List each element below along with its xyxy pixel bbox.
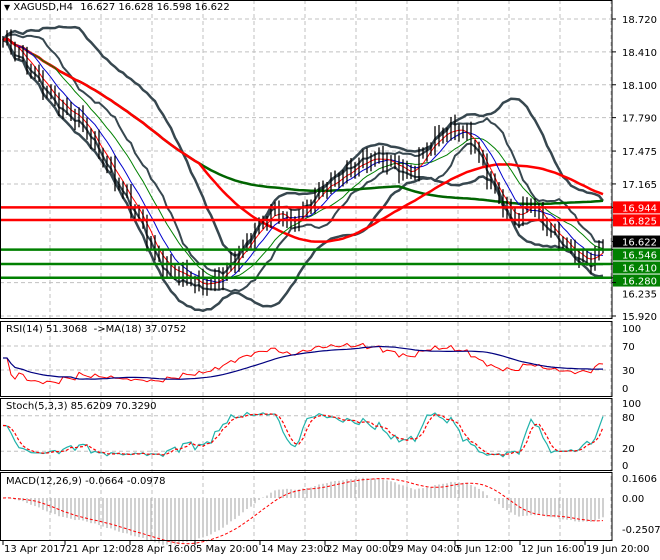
bollinger-upper bbox=[2, 25, 604, 257]
panel-border-main bbox=[0, 0, 613, 319]
bollinger-lower bbox=[2, 39, 604, 313]
level-label: 16.546 bbox=[622, 251, 657, 262]
macd-label: MACD(12,26,9) -0.0664 -0.0978 bbox=[6, 476, 166, 487]
time-axis-label: 5 Jun 12:00 bbox=[456, 544, 513, 555]
time-axis-label: 5 May 20:00 bbox=[196, 544, 258, 555]
price-axis-label: 18.410 bbox=[622, 48, 657, 59]
ma-slow-green bbox=[2, 37, 604, 206]
current-price-tag bbox=[613, 235, 660, 248]
ma-slow-red bbox=[2, 37, 604, 243]
macd-axis-label: -0.2507 bbox=[622, 525, 660, 536]
level-label: 16.410 bbox=[622, 264, 657, 275]
level-tag bbox=[613, 274, 660, 287]
time-axis-label: 12 Jun 16:00 bbox=[521, 544, 585, 555]
symbol-label: XAGUSD,H4 bbox=[13, 2, 74, 13]
macd-signal-line bbox=[2, 478, 604, 545]
time-axis-label: 22 May 00:00 bbox=[326, 544, 395, 555]
price-axis-label: 17.165 bbox=[622, 180, 657, 191]
rsi-axis-label: 100 bbox=[622, 324, 641, 335]
rsi-label: RSI(14) 51.3068 ->MA(18) 37.0752 bbox=[6, 324, 187, 335]
level-tag bbox=[613, 248, 660, 261]
price-axis-label: 16.235 bbox=[622, 290, 657, 301]
stoch-axis-label: 80 bbox=[622, 413, 635, 424]
stoch-signal-line bbox=[2, 413, 604, 456]
price-axis-label: 17.475 bbox=[622, 147, 657, 158]
dropdown-triangle-icon[interactable]: ▼ bbox=[4, 3, 11, 12]
panel-border-macd bbox=[0, 472, 613, 541]
price-axis-label: 17.790 bbox=[622, 114, 657, 125]
macd-axis-label: 0.00 bbox=[622, 494, 644, 505]
rsi-line bbox=[3, 342, 604, 385]
panel-border-rsi bbox=[0, 321, 613, 397]
level-label: 16.280 bbox=[622, 277, 657, 288]
stoch-axis-label: 100 bbox=[622, 399, 641, 410]
rsi-axis-label: 70 bbox=[622, 342, 635, 353]
time-axis-label: 19 Jun 20:00 bbox=[586, 544, 650, 555]
ohlc-readout: 16.627 16.628 16.598 16.622 bbox=[80, 2, 230, 13]
macd-axis-label: 0.1606 bbox=[622, 474, 657, 485]
rsi-axis-label: 30 bbox=[622, 366, 635, 377]
chart-header: ▼ XAGUSD,H4 16.627 16.628 16.598 16.622 bbox=[4, 2, 230, 13]
stoch-label: Stoch(5,3,3) 85.6209 70.3290 bbox=[6, 401, 157, 412]
time-axis-label: 28 Apr 16:00 bbox=[131, 544, 196, 555]
time-axis-label: 14 May 23:00 bbox=[261, 544, 330, 555]
stoch-axis-label: 20 bbox=[622, 444, 635, 455]
panel-border-stoch bbox=[0, 398, 613, 471]
price-axis-label: 15.920 bbox=[622, 312, 657, 323]
time-axis-label: 29 May 04:00 bbox=[391, 544, 460, 555]
time-axis-label: 21 Apr 12:00 bbox=[66, 544, 131, 555]
stoch-main-line bbox=[2, 411, 604, 458]
current-price-label: 16.622 bbox=[622, 238, 657, 249]
ma-fast-green bbox=[2, 37, 604, 280]
price-axis-label: 18.100 bbox=[622, 81, 657, 92]
price-axis-label: 18.720 bbox=[622, 15, 657, 26]
ma-fast-blue bbox=[2, 37, 604, 284]
level-tag bbox=[613, 201, 660, 214]
level-tag bbox=[613, 214, 660, 227]
inner-band-upper bbox=[2, 33, 604, 276]
level-tag bbox=[613, 261, 660, 274]
time-axis-label: 13 Apr 2017 bbox=[4, 544, 66, 555]
rsi-axis-label: 0 bbox=[622, 384, 628, 395]
rsi-ma-line bbox=[3, 345, 603, 380]
ma-fast-red bbox=[2, 37, 604, 285]
level-label: 16.944 bbox=[622, 203, 657, 214]
level-label: 16.825 bbox=[622, 216, 657, 227]
stoch-axis-label: 0 bbox=[622, 461, 628, 472]
